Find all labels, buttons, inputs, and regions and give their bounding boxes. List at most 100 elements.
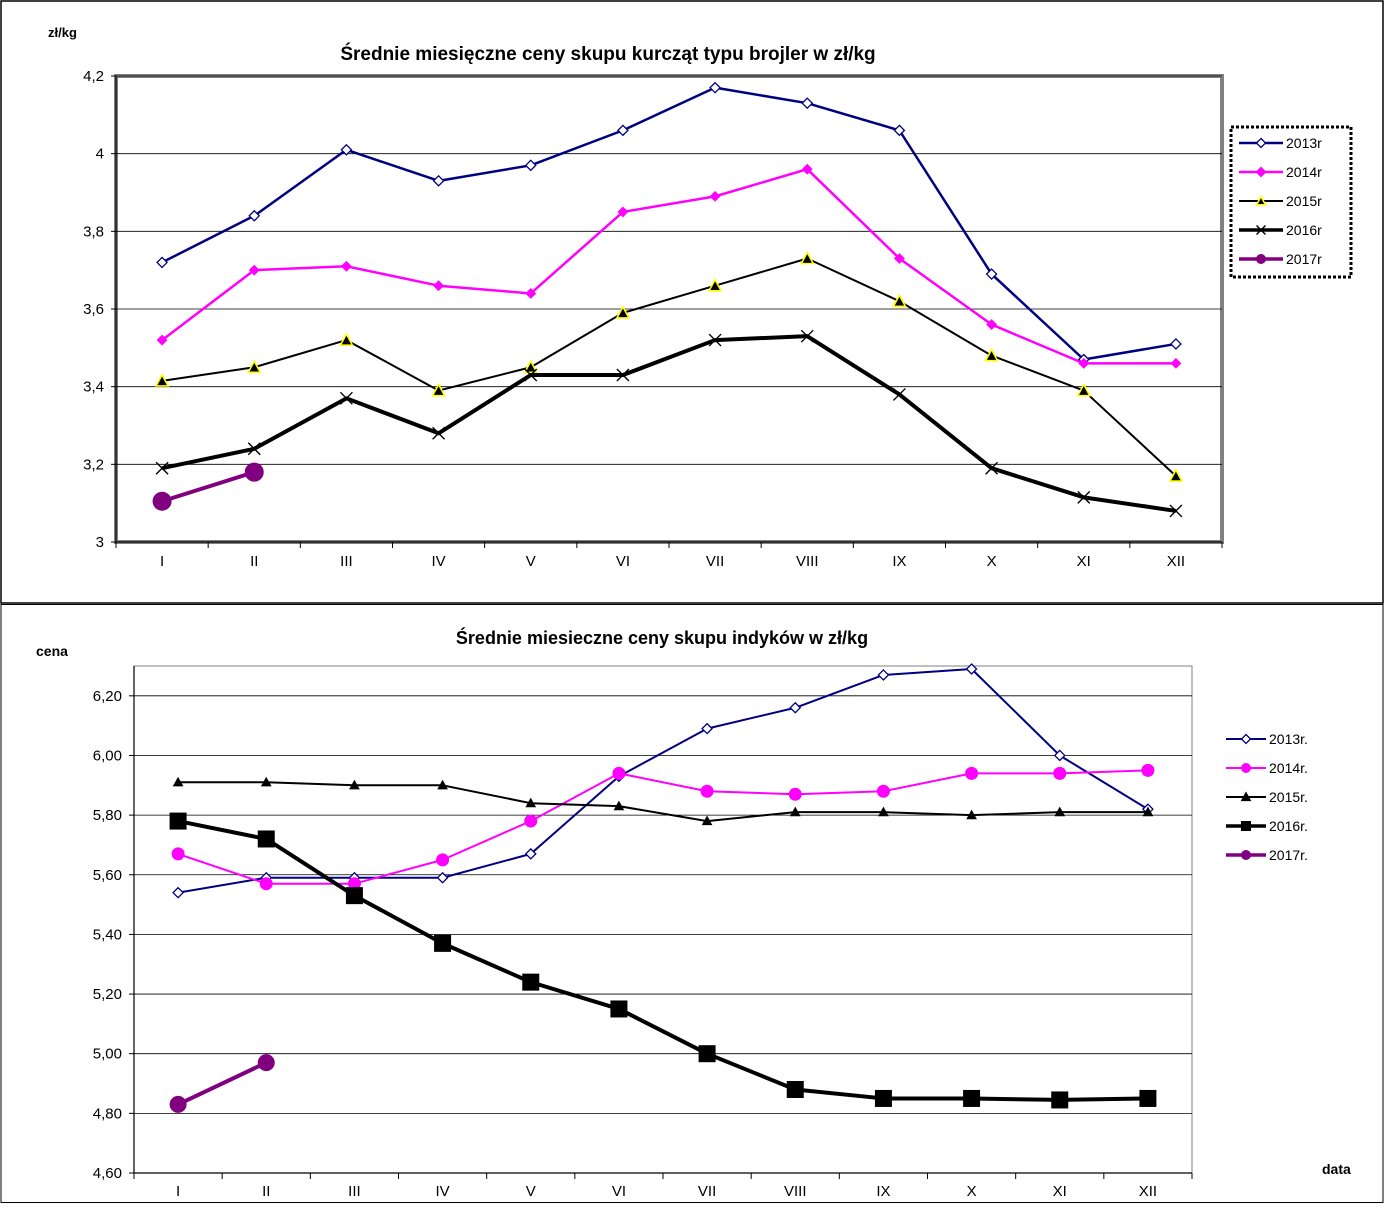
marker-circle (524, 814, 538, 828)
series-2016r (155, 329, 1183, 518)
legend-item: 2014r. (1226, 760, 1308, 776)
x-tick-label: VIII (796, 553, 819, 570)
marker-square (963, 1089, 981, 1107)
marker-diamond (525, 288, 537, 299)
series-line (177, 769, 1148, 885)
marker-x (800, 329, 814, 343)
marker-square (434, 934, 452, 952)
marker-square (1051, 1091, 1069, 1109)
marker-triangle-yellow (523, 359, 539, 374)
gridlines (129, 666, 1193, 1179)
legend-label: 2016r (1286, 222, 1322, 238)
x-tick-label: V (526, 553, 536, 570)
marker-square (786, 1080, 804, 1098)
series-line (161, 257, 1177, 477)
y-tick-label: 5,20 (93, 986, 122, 1003)
legend: 2013r. 2014r. 2015r. 2016r. 2017r. (1222, 722, 1352, 864)
marker-circle (876, 784, 890, 798)
x-tick-label: VII (706, 553, 724, 570)
marker-x (1169, 504, 1183, 518)
marker-diamond (1170, 357, 1182, 369)
marker-circle (259, 877, 273, 891)
series-lines (169, 663, 1157, 1113)
marker-diamond-open (432, 174, 445, 187)
marker-diamond (801, 163, 813, 175)
x-tick-label: VII (698, 1183, 716, 1200)
y-tick-label: 3,8 (83, 223, 104, 240)
x-tick-label: III (340, 553, 353, 570)
series-line (161, 470, 255, 504)
marker-circle (700, 784, 714, 798)
marker-circle (788, 787, 802, 801)
marker-triangle-yellow (1076, 382, 1092, 397)
y-tick-labels: 4,60 4,80 5,00 5,20 5,40 5,60 5,80 6,00 6,20 (93, 688, 122, 1182)
legend-item: 2013r (1239, 135, 1322, 151)
marker-triangle (437, 779, 448, 790)
marker-triangle-yellow (339, 332, 354, 346)
x-tick-label: IV (435, 1183, 449, 1200)
marker-triangle (1054, 806, 1066, 817)
marker-diamond-open (524, 847, 537, 860)
marker-triangle (260, 776, 272, 787)
y-tick-label: 5,80 (93, 807, 122, 824)
series-2013r (156, 81, 1182, 366)
marker-triangle-yellow (246, 359, 262, 374)
marker-triangle-yellow (431, 382, 446, 397)
marker-square (1241, 821, 1251, 831)
marker-triangle (966, 809, 977, 820)
marker-triangle-yellow (707, 278, 723, 292)
x-tick-label: IV (431, 553, 445, 570)
x-tick-label: IX (892, 553, 906, 570)
marker-diamond (433, 280, 445, 292)
marker-x (432, 426, 446, 440)
series-line (178, 781, 1148, 823)
marker-triangle (1240, 791, 1252, 802)
marker-triangle (525, 797, 537, 808)
marker-diamond (156, 334, 168, 346)
marker-triangle (172, 776, 184, 787)
series-line (177, 1060, 268, 1107)
y-tick-label: 3 (96, 534, 104, 551)
marker-diamond-open (248, 209, 261, 222)
marker-diamond (617, 206, 629, 218)
legend-item: 2015r. (1226, 789, 1308, 805)
x-tick-label: IX (876, 1183, 890, 1200)
turkey-chart-panel: Średnie miesieczne ceny skupu indyków w … (0, 604, 1384, 1203)
marker-diamond (340, 260, 352, 272)
x-tick-label: V (526, 1183, 536, 1200)
broiler-chart: Średnie miesięczne ceny skupu kurcząt ty… (0, 0, 1384, 604)
marker-diamond-open (1240, 733, 1252, 745)
marker-diamond-open (877, 669, 890, 681)
legend-label: 2014r (1286, 164, 1322, 180)
marker-x (247, 442, 261, 456)
marker-diamond (986, 319, 998, 330)
legend-label: 2017r (1286, 251, 1322, 267)
marker-diamond-open (701, 722, 714, 735)
marker-diamond-open (616, 124, 629, 137)
y-tick-label: 4,2 (83, 68, 104, 85)
legend-item: 2013r. (1226, 731, 1308, 747)
y-tick-label: 6,20 (93, 688, 122, 705)
chart-title: Średnie miesieczne ceny skupu indyków w … (456, 627, 868, 648)
x-tick-label: I (176, 1183, 180, 1200)
marker-diamond-open (1255, 137, 1267, 149)
x-tick-label: III (348, 1183, 361, 1200)
marker-circle (965, 766, 979, 780)
marker-x (985, 461, 999, 475)
y-tick-label: 5,00 (93, 1046, 122, 1063)
y-tick-label: 5,60 (93, 867, 122, 884)
x-tick-label: XI (1053, 1183, 1067, 1200)
y-tick-label: 6,00 (93, 747, 122, 764)
legend-label: 2015r. (1269, 789, 1308, 805)
x-tick-label: XII (1139, 1183, 1157, 1200)
x-tick-label: X (967, 1183, 977, 1200)
x-tick-labels: I II III IV V VI VII VIII IX X XI XII (176, 1183, 1157, 1200)
y-tick-label: 3,6 (83, 301, 104, 318)
marker-x (616, 368, 630, 382)
legend-label: 2014r. (1269, 760, 1308, 776)
marker-diamond-open (1053, 749, 1066, 762)
legend-label: 2013r (1286, 135, 1322, 151)
marker-square (698, 1045, 716, 1063)
marker-circle (1053, 766, 1067, 780)
marker-diamond-open (801, 97, 814, 110)
